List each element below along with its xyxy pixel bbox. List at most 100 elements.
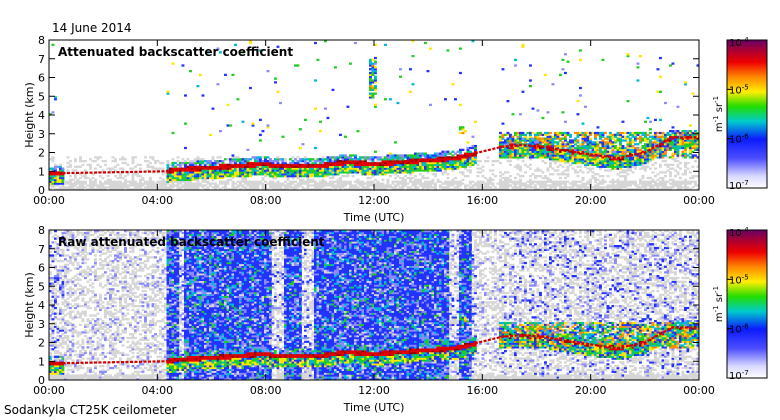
heatmap-cell bbox=[394, 165, 397, 168]
heatmap-cell bbox=[239, 175, 242, 178]
heatmap-cell bbox=[429, 154, 432, 157]
heatmap-cell bbox=[234, 175, 237, 178]
heatmap-cell bbox=[289, 175, 292, 178]
heatmap-cell bbox=[444, 156, 447, 159]
heatmap-cell bbox=[249, 40, 252, 43]
heatmap-cell bbox=[559, 180, 562, 183]
heatmap-cell bbox=[369, 60, 372, 63]
heatmap-cell bbox=[281, 165, 285, 168]
heatmap-cell bbox=[336, 165, 340, 168]
heatmap-cell bbox=[514, 131, 517, 135]
heatmap-cell bbox=[601, 58, 605, 62]
heatmap-cell bbox=[679, 176, 682, 180]
heatmap-cell bbox=[94, 299, 97, 302]
heatmap-cell bbox=[671, 163, 675, 167]
heatmap-cell bbox=[319, 175, 322, 178]
heatmap-cell bbox=[94, 254, 97, 257]
heatmap-cell bbox=[664, 163, 667, 167]
heatmap-cell bbox=[286, 182, 290, 185]
heatmap-cell bbox=[76, 353, 80, 357]
heatmap-cell bbox=[274, 171, 277, 174]
heatmap-cell bbox=[149, 165, 152, 168]
heatmap-cell bbox=[476, 167, 480, 170]
heatmap-cell bbox=[376, 171, 380, 174]
heatmap-cell bbox=[331, 176, 335, 180]
heatmap-cell bbox=[221, 160, 225, 163]
heatmap-cell bbox=[344, 169, 347, 172]
heatmap-cell bbox=[76, 303, 80, 306]
heatmap-cell bbox=[316, 173, 320, 176]
heatmap-cell bbox=[454, 182, 457, 185]
heatmap-cell bbox=[189, 173, 192, 176]
heatmap-cell bbox=[56, 290, 60, 293]
heatmap-cell bbox=[214, 184, 217, 187]
heatmap-cell bbox=[79, 254, 82, 257]
heatmap-cell bbox=[426, 154, 430, 157]
heatmap-cell bbox=[479, 184, 482, 187]
heatmap-cell bbox=[374, 75, 377, 78]
heatmap-cell bbox=[244, 169, 247, 172]
heatmap-cell bbox=[324, 169, 327, 172]
heatmap-cell bbox=[466, 188, 470, 191]
heatmap-cell bbox=[76, 252, 80, 255]
heatmap-cell bbox=[281, 161, 285, 165]
heatmap-cell bbox=[189, 160, 192, 163]
heatmap-cell bbox=[224, 188, 227, 191]
heatmap-cell bbox=[84, 173, 87, 176]
heatmap-cell bbox=[309, 178, 312, 182]
heatmap-cell bbox=[374, 156, 377, 159]
heatmap-cell bbox=[424, 163, 427, 167]
heatmap-cell bbox=[476, 171, 480, 174]
heatmap-cell bbox=[374, 186, 377, 189]
heatmap-cell bbox=[74, 173, 77, 176]
heatmap-cell bbox=[539, 169, 542, 172]
heatmap-cell bbox=[619, 175, 622, 178]
heatmap-cell bbox=[311, 180, 315, 183]
heatmap-cell bbox=[476, 184, 480, 187]
heatmap-cell bbox=[234, 167, 237, 170]
heatmap-cell bbox=[614, 133, 617, 137]
heatmap-cell bbox=[604, 137, 607, 140]
heatmap-cell bbox=[504, 154, 507, 157]
heatmap-cell bbox=[404, 161, 407, 165]
heatmap-cell bbox=[371, 156, 375, 159]
heatmap-cell bbox=[374, 71, 377, 75]
heatmap-cell bbox=[384, 163, 387, 167]
heatmap-cell bbox=[259, 171, 262, 174]
heatmap-cell bbox=[594, 131, 597, 135]
heatmap-cell bbox=[169, 180, 172, 183]
heatmap-cell bbox=[89, 180, 92, 183]
heatmap-cell bbox=[306, 180, 310, 183]
heatmap-cell bbox=[74, 252, 77, 255]
heatmap-cell bbox=[256, 180, 260, 183]
heatmap-cell bbox=[201, 178, 205, 182]
heatmap-cell bbox=[256, 188, 260, 191]
heatmap-cell bbox=[91, 301, 95, 304]
heatmap-cell bbox=[76, 186, 80, 189]
heatmap-cell bbox=[529, 178, 532, 182]
heatmap-cell bbox=[666, 131, 670, 135]
x-tick-label: 00:00 bbox=[683, 194, 715, 207]
heatmap-cell bbox=[341, 167, 345, 170]
heatmap-cell bbox=[269, 186, 272, 189]
heatmap-cell bbox=[221, 182, 225, 185]
heatmap-cell bbox=[51, 156, 55, 159]
figure-footer: Sodankyla CT25K ceilometer bbox=[4, 403, 176, 417]
heatmap-cell bbox=[411, 55, 415, 58]
heatmap-cell bbox=[136, 175, 140, 178]
heatmap-cell bbox=[331, 167, 335, 170]
heatmap-cell bbox=[319, 161, 322, 165]
heatmap-cell bbox=[659, 118, 662, 122]
heatmap-cell bbox=[516, 143, 520, 146]
heatmap-cell bbox=[254, 169, 257, 172]
heatmap-cell bbox=[614, 139, 617, 142]
heatmap-cell bbox=[386, 171, 390, 174]
heatmap-cell bbox=[71, 342, 75, 345]
heatmap-cell bbox=[189, 165, 192, 168]
heatmap-cell bbox=[426, 70, 430, 73]
heatmap-cell bbox=[401, 161, 405, 165]
heatmap-cell bbox=[486, 156, 490, 159]
heatmap-cell bbox=[466, 146, 470, 150]
heatmap-cell bbox=[206, 163, 210, 167]
heatmap-cell bbox=[74, 353, 77, 357]
